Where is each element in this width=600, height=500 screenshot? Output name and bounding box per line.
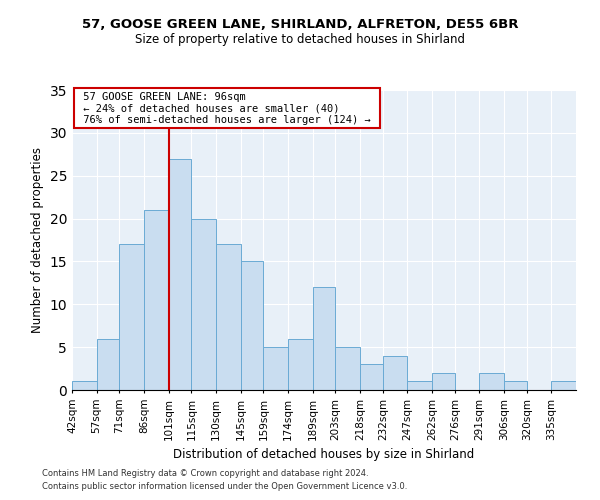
X-axis label: Distribution of detached houses by size in Shirland: Distribution of detached houses by size … — [173, 448, 475, 461]
Bar — [407, 382, 432, 390]
Bar — [263, 347, 288, 390]
Bar — [432, 373, 455, 390]
Y-axis label: Number of detached properties: Number of detached properties — [31, 147, 44, 333]
Bar — [504, 382, 527, 390]
Bar — [97, 338, 119, 390]
Bar — [72, 382, 97, 390]
Bar — [216, 244, 241, 390]
Text: Contains public sector information licensed under the Open Government Licence v3: Contains public sector information licen… — [42, 482, 407, 491]
Bar — [169, 158, 191, 390]
Text: 57 GOOSE GREEN LANE: 96sqm
 ← 24% of detached houses are smaller (40)
 76% of se: 57 GOOSE GREEN LANE: 96sqm ← 24% of deta… — [77, 92, 377, 124]
Bar — [383, 356, 407, 390]
Text: Size of property relative to detached houses in Shirland: Size of property relative to detached ho… — [135, 32, 465, 46]
Text: Contains HM Land Registry data © Crown copyright and database right 2024.: Contains HM Land Registry data © Crown c… — [42, 468, 368, 477]
Bar — [479, 373, 504, 390]
Bar — [288, 338, 313, 390]
Bar — [360, 364, 383, 390]
Bar — [119, 244, 144, 390]
Bar — [191, 218, 216, 390]
Bar — [313, 287, 335, 390]
Bar — [144, 210, 169, 390]
Bar — [335, 347, 360, 390]
Bar — [241, 262, 263, 390]
Bar — [551, 382, 576, 390]
Text: 57, GOOSE GREEN LANE, SHIRLAND, ALFRETON, DE55 6BR: 57, GOOSE GREEN LANE, SHIRLAND, ALFRETON… — [82, 18, 518, 30]
